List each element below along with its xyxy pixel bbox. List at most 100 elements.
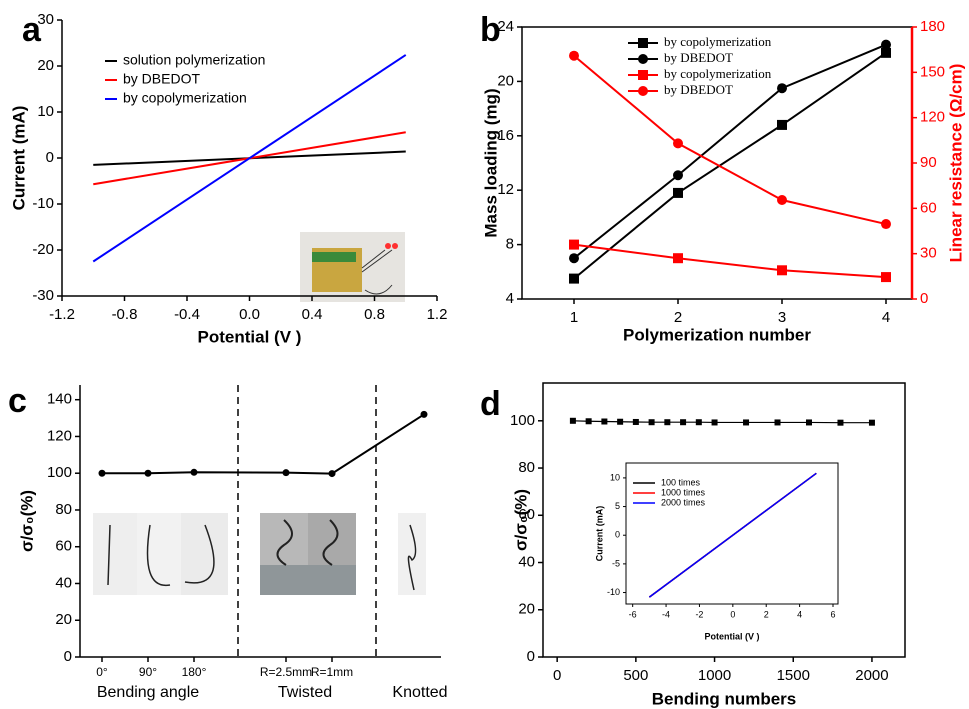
x-tick-label: R=2.5mm [260,665,312,679]
y-tick-label: 20 [497,72,514,89]
marker [601,418,608,425]
marker [664,419,671,426]
y-tick-label: 24 [497,18,514,35]
y-tick-label: 16 [497,127,514,144]
y-tick-label: -30 [32,287,54,304]
y-tick-label: -10 [607,587,620,597]
y2-axis-label: Linear resistance (Ω/cm) [946,64,965,263]
series-line [92,54,407,263]
x-tick-label: 90° [139,665,157,679]
x-tick-label: -1.2 [49,306,75,323]
series-line [102,413,425,475]
group-label: Twisted [278,684,332,701]
y-axis-label: Current (mA) [9,106,28,211]
marker [881,39,891,50]
marker [585,418,592,425]
marker [638,54,648,64]
x-tick-label: 0.0 [239,306,260,323]
x-tick-label: 4 [882,309,890,326]
x-tick-label: 6 [830,609,835,619]
y2-tick-label: 150 [920,63,945,80]
y-tick-label: 40 [518,553,535,570]
legend-label: by copolymerization [664,34,772,49]
marker [420,410,428,418]
marker [569,273,579,284]
x-tick-label: -2 [695,609,703,619]
y-tick-label: 30 [37,11,54,28]
marker [805,419,812,426]
x-tick-label: 1000 [698,667,731,684]
legend-label: by DBEDOT [664,82,733,97]
x-tick-label: 0 [553,667,561,684]
y-tick-label: 100 [510,412,535,429]
y2-tick-label: 180 [920,18,945,35]
marker [569,253,579,264]
marker [711,419,718,426]
legend-label: 100 times [661,477,701,487]
series-line [573,54,887,226]
panel-label: a [22,11,42,49]
marker [777,83,787,94]
y-tick-label: 12 [497,181,514,198]
plot-frame [625,462,839,605]
y-tick-label: 0 [46,149,54,166]
marker [881,272,891,283]
x-tick-label: 1500 [777,667,810,684]
y-tick-label: 5 [615,501,620,511]
marker [777,195,787,206]
legend-label: by copolymerization [123,90,247,106]
marker [569,50,579,61]
marker [868,419,875,426]
y-tick-label: 0 [615,530,620,540]
x-tick-label: 1.2 [427,306,448,323]
x-axis-label: Bending numbers [652,689,797,708]
x-tick-label: -6 [629,609,637,619]
marker [638,86,648,96]
y-tick-label: 100 [47,464,72,481]
marker [837,419,844,426]
marker [673,253,683,264]
x-axis-label: Potential (V ) [704,631,759,641]
marker [695,419,702,426]
y-tick-label: 40 [55,574,72,591]
y-tick-label: -20 [32,241,54,258]
x-tick-label: 0.8 [364,306,385,323]
panel-label: d [480,385,501,423]
group-label: Knotted [392,684,447,701]
y-tick-label: -10 [32,195,54,212]
y-tick-label: 10 [610,472,620,482]
y-tick-label: 8 [506,236,514,253]
marker [617,418,624,425]
photo-insets-c [93,513,426,595]
y-tick-label: -5 [612,558,620,568]
x-axis-label: Polymerization number [623,325,811,344]
marker [680,419,687,426]
legend-label: by DBEDOT [664,50,733,65]
x-tick-label: -0.4 [174,306,200,323]
y-axis-label: Mass loading (mg) [481,88,500,237]
y2-tick-label: 120 [920,109,945,126]
marker [282,469,290,477]
group-label: Bending angle [97,684,199,701]
x-tick-label: 2 [764,609,769,619]
x-tick-label: 0 [730,609,735,619]
plot-frame [542,382,906,658]
series-line [573,43,887,259]
y-tick-label: 20 [518,601,535,618]
photo-inset-a [300,232,405,302]
marker [569,239,579,250]
y-tick-label: 0 [527,648,535,665]
x-tick-label: 0° [96,665,108,679]
y-axis-label: σ/σ₀(%) [17,490,36,552]
panel-label: b [480,11,501,49]
marker [569,417,576,424]
x-tick-label: 500 [623,667,648,684]
legend-label: 1000 times [661,487,706,497]
x-tick-label: 3 [778,309,786,326]
marker [673,138,683,149]
legend-label: by copolymerization [664,66,772,81]
marker [98,469,106,477]
marker [632,418,639,425]
marker [144,469,152,477]
